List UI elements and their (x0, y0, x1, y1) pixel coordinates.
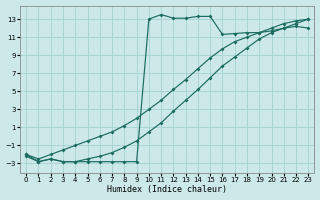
X-axis label: Humidex (Indice chaleur): Humidex (Indice chaleur) (107, 185, 227, 194)
